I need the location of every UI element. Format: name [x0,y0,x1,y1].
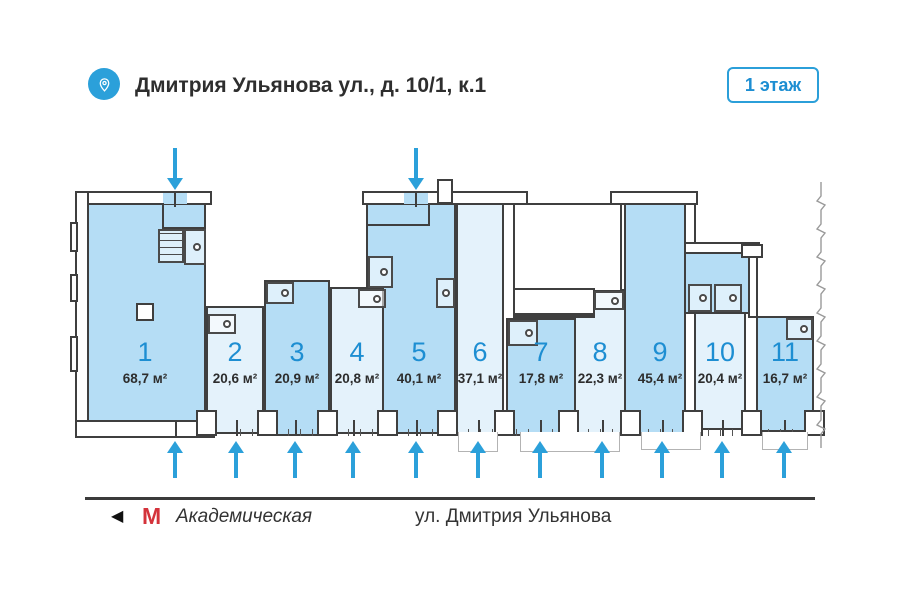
door-mark [722,420,724,436]
unit-label-11: 11 16,7 м² [762,337,808,386]
unit-9-region[interactable] [624,203,686,436]
wall-pilaster [377,410,398,436]
exit-arrow-up [470,441,486,483]
window-recess [70,222,78,252]
wall-segment [610,191,698,205]
bathroom-fixture-icon [594,291,624,310]
wall-pilaster [804,410,825,436]
entrance-arrow-down-unit1 [167,148,183,190]
unit-label-7: 7 17,8 м² [518,337,564,386]
door-mark [236,420,238,436]
wall-segment [748,254,758,318]
stairwell-region [513,203,622,292]
exit-arrow-up [345,441,361,483]
door-mark [540,420,542,436]
door-mark [662,420,664,436]
unit-6-region[interactable] [456,203,504,434]
exit-arrow-up [287,441,303,483]
floor-badge[interactable]: 1 этаж [727,67,819,103]
unit-label-8: 8 22,3 м² [577,337,623,386]
door-mark [784,420,786,436]
bathroom-fixture-icon [786,318,813,340]
street-line [85,497,815,500]
unit-label-3: 3 20,9 м² [274,337,320,386]
bathroom-fixture-icon [184,229,206,265]
street-name: ул. Дмитрия Ульянова [415,506,612,527]
partition-line [368,224,428,226]
wall-pilaster [741,244,763,258]
porch-outline [641,432,701,450]
kitchen-fixture-icon [158,229,184,263]
entrance-arrow-down-unit5 [408,148,424,190]
wall-pilaster [437,410,458,436]
unit-label-2: 2 20,6 м² [212,337,258,386]
bathroom-fixture-icon [436,278,455,308]
unit-label-1: 1 68,7 м² [122,337,168,386]
door-mark [602,420,604,436]
exit-arrow-up [714,441,730,483]
bathroom-fixture-icon [368,256,393,288]
wall-pilaster [196,410,217,436]
shaft-symbol [437,179,453,204]
unit-label-4: 4 20,8 м² [334,337,380,386]
bathroom-fixture-icon [688,284,712,312]
bathroom-fixture-icon [266,282,294,304]
metro-station-name: Академическая [176,506,313,527]
bathroom-fixture-icon [358,289,386,308]
door-mark [478,420,480,436]
wall-pilaster [257,410,278,436]
bathroom-fixture-icon [208,314,236,334]
wall-pilaster [741,410,762,436]
exit-arrow-up [408,441,424,483]
column-symbol [136,303,154,321]
wall-segment [75,420,215,438]
door-mark [175,420,177,436]
exit-arrow-up [654,441,670,483]
address-title: Дмитрия Ульянова ул., д. 10/1, к.1 [135,74,487,97]
partition-line [428,205,430,226]
unit-label-6: 6 37,1 м² [457,337,503,386]
exit-arrow-up [228,441,244,483]
metro-icon: М [142,503,162,529]
unit-label-10: 10 20,4 м² [697,337,743,386]
stairwell-lower-wall [513,288,595,318]
wall-segment [75,191,212,205]
partition-line [162,227,206,229]
door-mark [415,191,417,207]
door-mark [353,420,355,436]
location-pin-icon [88,68,120,100]
direction-arrow-icon: ◀ [111,508,124,525]
exit-arrow-up [594,441,610,483]
wall-pilaster [317,410,338,436]
exit-arrow-up [167,441,183,483]
door-mark [295,420,297,436]
exit-arrow-up [776,441,792,483]
window-recess [70,336,78,372]
window-recess [70,274,78,302]
wall-pilaster [620,410,641,436]
exit-arrow-up [532,441,548,483]
unit-label-5: 5 40,1 м² [396,337,442,386]
wall-pilaster [494,410,515,436]
partition-line [162,203,164,229]
unit-label-9: 9 45,4 м² [637,337,683,386]
bathroom-fixture-icon [714,284,742,312]
break-line [815,182,827,448]
door-mark [416,420,418,436]
wall-segment [684,203,696,246]
door-mark [174,191,176,207]
bathroom-fixture-icon [508,320,538,346]
